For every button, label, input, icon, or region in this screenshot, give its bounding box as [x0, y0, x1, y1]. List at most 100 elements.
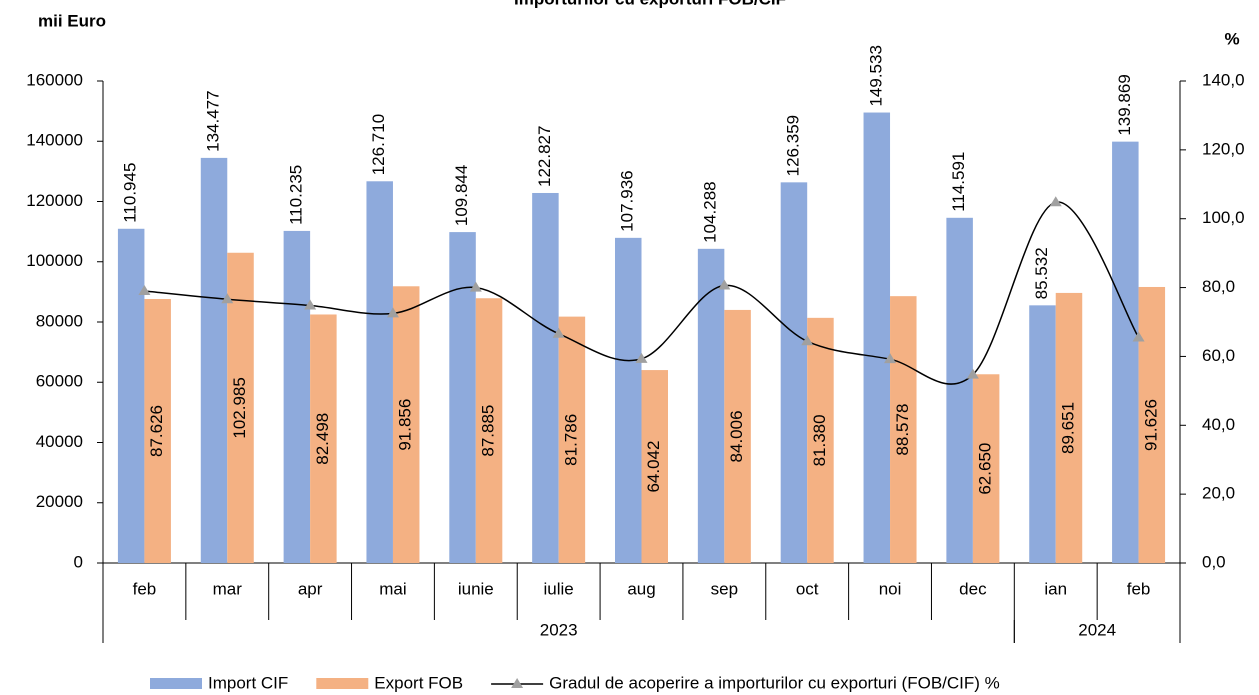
y-tick-label: 40000	[36, 432, 83, 451]
bar	[366, 181, 393, 563]
bar	[283, 230, 311, 564]
line-marker	[138, 285, 151, 296]
data-label: 91.626	[1141, 399, 1160, 451]
chart-title: Importurilor cu exporturi FOB/CIF	[514, 0, 786, 8]
data-label: 62.650	[976, 443, 995, 495]
data-label: 102.985	[230, 377, 249, 438]
bar	[1112, 141, 1139, 563]
y-tick-label: 0	[74, 552, 83, 571]
x-tick-label: mar	[213, 579, 243, 598]
data-label: 110.945	[121, 163, 140, 223]
x-tick-label: aug	[627, 579, 655, 598]
x-tick-label: iulie	[544, 579, 574, 598]
bar	[392, 286, 420, 563]
data-label: 85.532	[1032, 247, 1051, 299]
bar	[697, 248, 725, 563]
data-label: 81.380	[810, 414, 829, 466]
bar	[532, 192, 559, 564]
bar	[1138, 286, 1166, 563]
y2-tick-label: 80,0	[1202, 277, 1235, 296]
x-tick-label: noi	[879, 579, 902, 598]
line-marker	[221, 293, 234, 304]
line-marker	[552, 327, 565, 338]
y2-axis-label: %	[1224, 29, 1239, 48]
y2-tick-label: 100,0	[1202, 208, 1245, 227]
bar	[200, 157, 228, 563]
line-marker	[1049, 196, 1062, 207]
bar	[227, 252, 254, 563]
data-label: 107.936	[618, 170, 637, 231]
data-label: 88.578	[893, 404, 912, 456]
bar	[641, 370, 668, 563]
line-marker	[469, 281, 482, 292]
data-label: 126.359	[783, 115, 802, 176]
legend-swatch	[316, 678, 369, 689]
y2-tick-label: 20,0	[1202, 484, 1235, 503]
bar	[1029, 305, 1056, 563]
bar	[144, 299, 171, 563]
y-tick-label: 100000	[26, 251, 83, 270]
legend-label: Export FOB	[374, 673, 463, 692]
y-tick-label: 60000	[36, 372, 83, 391]
data-label: 87.626	[147, 405, 166, 457]
data-label: 126.710	[369, 114, 388, 175]
line-marker	[635, 352, 648, 363]
legend-label: Import CIF	[208, 673, 288, 692]
line	[144, 201, 1140, 385]
bar	[946, 217, 973, 563]
data-label: 64.042	[644, 441, 663, 493]
bar	[807, 317, 834, 563]
line-marker	[884, 353, 897, 364]
data-label: 114.591	[949, 152, 968, 212]
bar	[724, 309, 751, 563]
y-axis-label: mii Euro	[38, 11, 106, 30]
bar	[310, 314, 337, 563]
legend-label: Gradul de acoperire a importurilor cu ex…	[549, 673, 1000, 692]
data-label: 81.786	[561, 414, 580, 466]
y-tick-label: 80000	[36, 311, 83, 330]
y2-tick-label: 40,0	[1202, 415, 1235, 434]
y-tick-label: 120000	[26, 191, 83, 210]
line-marker	[304, 299, 317, 310]
line-marker	[718, 279, 731, 290]
y2-tick-label: 0,0	[1202, 552, 1226, 571]
bar	[972, 374, 1000, 563]
y2-tick-label: 120,0	[1202, 139, 1245, 158]
bar	[1055, 292, 1083, 563]
x-tick-label: oct	[796, 579, 819, 598]
bar	[449, 232, 476, 563]
bar	[890, 296, 917, 563]
y-tick-label: 160000	[26, 70, 83, 89]
y2-tick-label: 60,0	[1202, 346, 1235, 365]
line-marker	[386, 307, 399, 318]
bar	[558, 316, 586, 563]
data-label: 104.288	[701, 181, 720, 242]
x-tick-label: feb	[133, 579, 157, 598]
x-tick-label: feb	[1127, 579, 1151, 598]
data-label: 122.827	[535, 126, 554, 187]
legend-swatch	[150, 678, 202, 689]
line-marker	[801, 335, 814, 346]
y-tick-label: 20000	[36, 492, 83, 511]
y2-tick-label: 140,0	[1202, 70, 1245, 89]
data-label: 109.844	[452, 165, 471, 226]
x-tick-label: apr	[298, 579, 323, 598]
legend-swatch	[511, 678, 524, 688]
data-label: 110.235	[286, 165, 305, 225]
data-label: 149.533	[866, 45, 885, 106]
bar	[615, 237, 642, 563]
line-marker	[966, 368, 979, 379]
line-marker	[1132, 331, 1145, 342]
group-label: 2024	[1078, 620, 1116, 639]
bar	[475, 298, 503, 563]
bar	[863, 112, 891, 564]
group-label: 2023	[540, 620, 578, 639]
data-label: 89.651	[1058, 402, 1077, 454]
x-tick-label: ian	[1044, 579, 1067, 598]
x-tick-label: iunie	[458, 579, 494, 598]
data-label: 91.856	[396, 399, 415, 451]
data-label: 87.885	[479, 405, 498, 457]
x-tick-label: sep	[711, 579, 738, 598]
data-label: 139.869	[1115, 74, 1134, 135]
